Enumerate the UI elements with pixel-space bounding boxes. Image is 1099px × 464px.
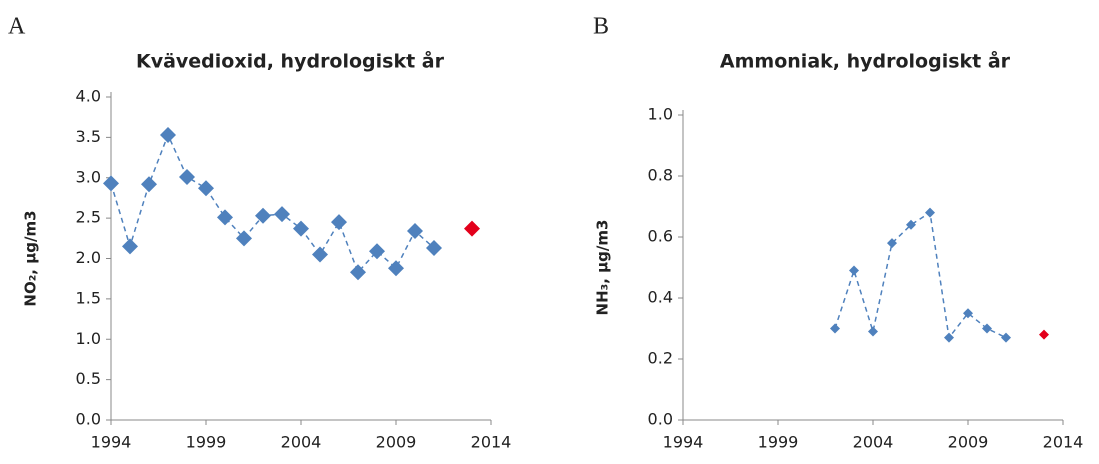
data-point [179,168,195,185]
chart-title: Kvävedioxid, hydrologiskt år [136,49,445,73]
x-tick-label: 2009 [376,433,417,452]
y-tick-label: 0.0 [76,410,101,429]
data-point [944,332,954,343]
x-tick-label: 2014 [1043,433,1084,452]
y-tick-label: 2.0 [76,248,101,267]
series-line [834,211,1007,340]
x-tick-label: 1994 [91,433,132,452]
data-point [255,207,271,224]
panel-label: B [593,14,609,40]
data-point [426,240,442,257]
data-point [830,323,840,334]
data-point [160,126,176,143]
data-point [350,264,366,281]
data-point [236,230,252,247]
y-tick-label: 0.6 [648,227,673,246]
y-tick-label: 2.5 [76,208,101,227]
data-point [868,326,878,337]
data-point [407,223,423,240]
y-tick-label: 3.0 [76,167,101,186]
y-tick-label: 0.2 [648,349,673,368]
data-point [103,175,119,192]
data-point [312,246,328,263]
data-point [274,206,290,223]
x-tick-label: 2009 [948,433,989,452]
data-point [198,180,214,197]
y-tick-label: 0.8 [648,166,673,185]
data-point [141,176,157,193]
x-tick-label: 1999 [186,433,227,452]
data-point [887,238,897,249]
series-line [110,133,435,274]
data-point [464,220,480,237]
y-tick-label: 0.0 [648,410,673,429]
x-tick-label: 2004 [853,433,894,452]
data-point [849,265,859,276]
data-point [925,207,935,218]
y-tick-label: 4.0 [76,87,101,106]
y-tick-label: 0.4 [648,288,673,307]
x-tick-label: 1994 [663,433,704,452]
data-point [331,214,347,231]
y-tick-label: 3.5 [76,127,101,146]
chart-title: Ammoniak, hydrologiskt år [720,49,1011,73]
y-tick-label: 1.5 [76,288,101,307]
data-point [122,238,138,255]
data-point [293,220,309,237]
x-tick-label: 1999 [758,433,799,452]
data-point [388,260,404,277]
data-point [1001,332,1011,343]
data-point [1039,329,1049,340]
x-tick-label: 2004 [281,433,322,452]
x-tick-label: 2014 [471,433,512,452]
data-point [369,243,385,260]
data-point [217,209,233,226]
y-axis-label: NH₃, µg/m3 [594,220,612,316]
y-tick-label: 1.0 [76,329,101,348]
data-point [982,323,992,334]
data-point [906,219,916,230]
y-tick-label: 0.5 [76,369,101,388]
panel-label: A [8,14,26,40]
y-axis-label: NO₂, µg/m3 [22,210,40,306]
y-tick-label: 1.0 [648,105,673,124]
data-point [963,308,973,319]
